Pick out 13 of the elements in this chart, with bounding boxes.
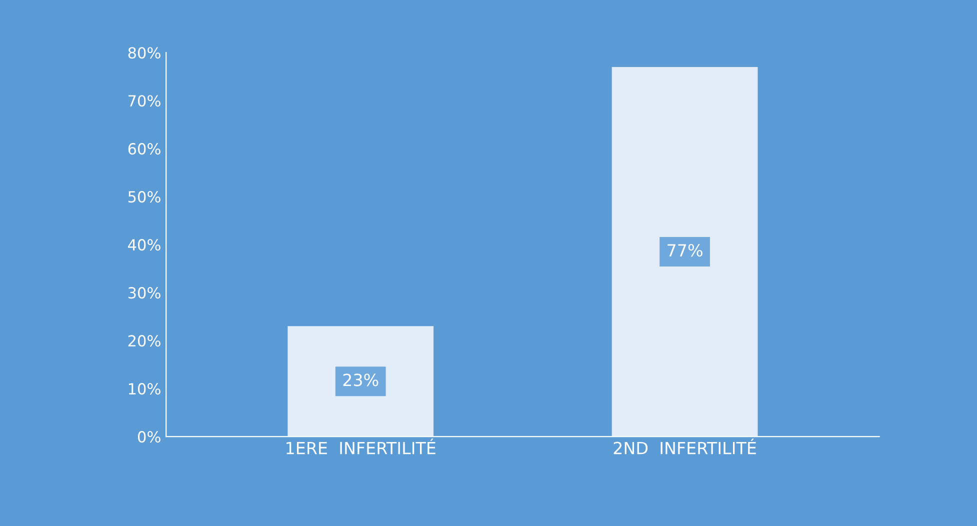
y-tick-label: 60% — [128, 143, 160, 155]
y-tick-label: 80% — [128, 47, 160, 59]
data-label: 77% — [668, 244, 702, 257]
y-tick-label: 30% — [128, 287, 160, 299]
y-tick-label: 70% — [128, 95, 160, 107]
x-tick-label: 2ND INFERTILITÉ — [614, 438, 756, 454]
y-tick-label: 0% — [138, 431, 160, 443]
y-tick-label: 20% — [128, 335, 160, 347]
data-label: 23% — [343, 374, 378, 386]
y-tick-label: 10% — [128, 383, 160, 395]
y-tick-label: 40% — [128, 239, 160, 251]
y-tick-label: 50% — [128, 191, 160, 203]
x-tick-label: 1ERE INFERTILITÉ — [286, 438, 436, 454]
